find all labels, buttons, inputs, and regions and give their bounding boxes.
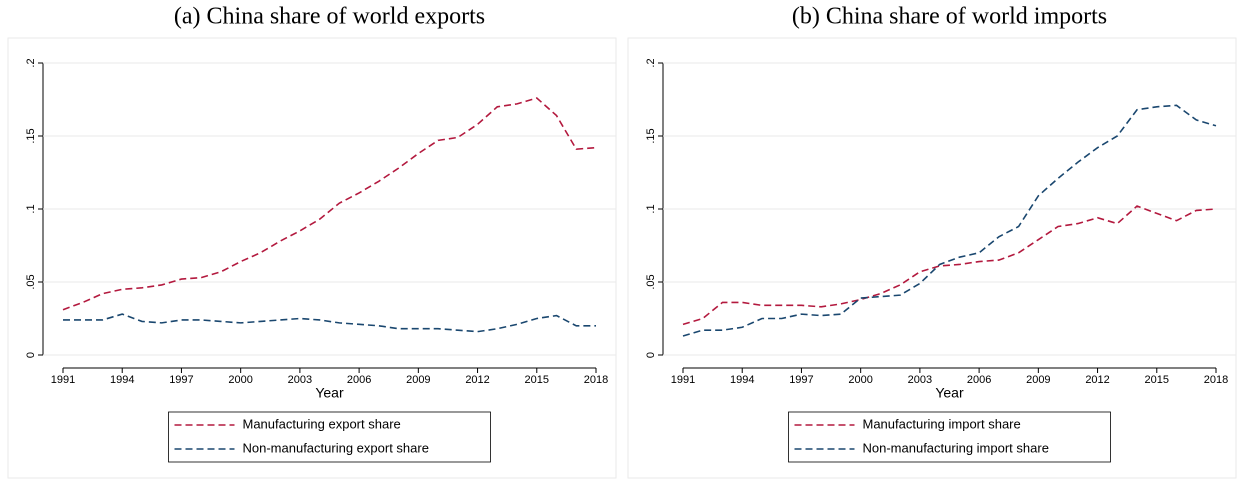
y-tick-label: 0: [645, 352, 657, 358]
x-tick-label: 2015: [525, 374, 549, 386]
panel-frame: [7, 37, 617, 479]
x-tick-label: 2000: [848, 374, 872, 386]
x-tick-label: 2018: [584, 374, 608, 386]
x-tick-label: 1991: [51, 374, 75, 386]
x-tick-label: 1997: [789, 374, 813, 386]
chart-panel: (b) China share of world imports 0 .05 .1 .1…: [627, 4, 1237, 479]
x-tick-label: 1994: [730, 374, 754, 386]
x-tick-label: 2009: [1026, 374, 1050, 386]
data-line: [62, 97, 597, 311]
x-tick-label: 2012: [465, 374, 489, 386]
x-axis-title: Year: [315, 385, 344, 401]
x-tick-label: 2006: [967, 374, 991, 386]
y-tick-label: .15: [645, 128, 657, 143]
x-tick-label: 2000: [228, 374, 252, 386]
legend-label: Non-manufacturing import share: [863, 440, 1049, 455]
panel-frame: [627, 37, 1237, 479]
y-tick-label: .2: [25, 58, 37, 67]
y-tick-label: .05: [645, 274, 657, 289]
y-tick-label: .2: [645, 58, 657, 67]
x-tick-label: 2015: [1145, 374, 1169, 386]
legend-label: Manufacturing import share: [863, 416, 1021, 431]
x-tick-label: 1994: [110, 374, 134, 386]
x-tick-label: 2006: [347, 374, 371, 386]
x-tick-label: 2009: [406, 374, 430, 386]
data-line: [682, 104, 1217, 337]
chart-title: (a) China share of world exports: [174, 4, 485, 30]
legend-box: [168, 411, 491, 463]
data-line: [63, 313, 596, 333]
data-line: [682, 205, 1217, 326]
x-tick-label: 2003: [908, 374, 932, 386]
y-tick-label: .05: [25, 274, 37, 289]
x-tick-label: 1997: [169, 374, 193, 386]
y-tick-label: .1: [645, 204, 657, 213]
y-tick-label: 0: [25, 352, 37, 358]
chart-panel: (a) China share of world exports 0 .05 .1 .1…: [7, 4, 617, 479]
x-tick-label: 2003: [288, 374, 312, 386]
x-tick-label: 1991: [671, 374, 695, 386]
legend-label: Manufacturing export share: [243, 416, 401, 431]
x-tick-label: 2012: [1085, 374, 1109, 386]
legend-box: [788, 411, 1111, 463]
x-tick-label: 2018: [1204, 374, 1228, 386]
chart-title: (b) China share of world imports: [792, 4, 1107, 30]
x-axis-title: Year: [935, 385, 964, 401]
legend-label: Non-manufacturing export share: [243, 440, 429, 455]
y-tick-label: .1: [25, 204, 37, 213]
y-tick-label: .15: [25, 128, 37, 143]
